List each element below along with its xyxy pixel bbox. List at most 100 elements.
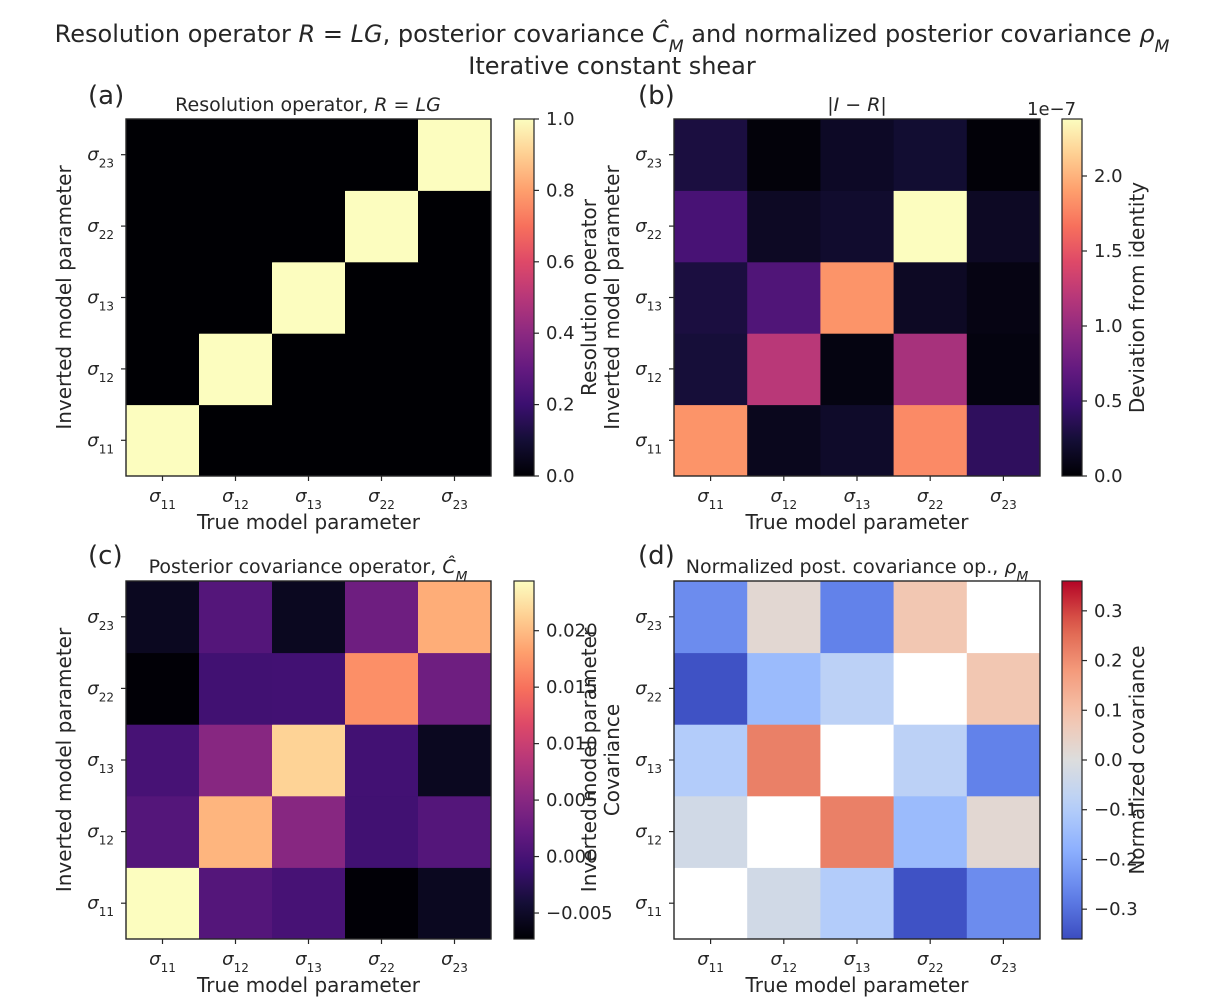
colorbar-tick-label: 1.5 [1094, 241, 1123, 262]
heatmap-cell [126, 795, 200, 868]
figure-subtitle: Iterative constant shear [468, 52, 756, 80]
heatmap-cell [747, 119, 821, 191]
heatmap-cell [966, 652, 1041, 725]
y-tick-label: σ12 [87, 822, 114, 848]
heatmap-cell [126, 652, 200, 725]
y-tick-label: σ22 [635, 678, 662, 704]
y-tick-label: σ22 [635, 216, 662, 242]
heatmap-cell [272, 652, 346, 725]
panel-label: (a) [88, 81, 124, 111]
colorbar-label: Resolution operator [577, 198, 601, 396]
colorbar-label: Normalized covariance [1125, 645, 1149, 874]
heatmap-cell [820, 581, 895, 654]
heatmap-cell [747, 333, 821, 406]
heatmap-cell [199, 190, 273, 263]
heatmap-cell [893, 581, 968, 654]
panel-label: (c) [88, 541, 123, 571]
heatmap-cell [966, 404, 1041, 477]
heatmap-cell [674, 333, 748, 406]
heatmap-cell [893, 724, 968, 797]
colorbar-offset: 1e−7 [1027, 99, 1076, 120]
colorbar-tick-label: 0.005 [546, 790, 598, 811]
heatmap-cell [126, 581, 200, 654]
x-tick-label: σ22 [368, 949, 395, 975]
heatmap-cell [674, 581, 748, 654]
heatmap-cell [272, 724, 346, 797]
heatmap-cell [272, 404, 346, 477]
colorbar-tick-label: 0.8 [546, 180, 575, 201]
x-axis-label: True model parameter [196, 510, 421, 534]
heatmap-cell [126, 333, 200, 406]
heatmap-cell [674, 119, 748, 191]
y-tick-label: σ12 [87, 359, 114, 385]
heatmap-cell [126, 119, 200, 191]
heatmap-cell [966, 333, 1041, 406]
x-tick-label: σ23 [441, 486, 468, 512]
heatmap-cell [820, 333, 895, 406]
heatmap-cell [418, 333, 492, 406]
heatmap-cell [966, 190, 1041, 263]
colorbar-tick-label: 2.0 [1094, 166, 1123, 187]
y-axis-label: Inverted model parameter [52, 165, 76, 430]
y-tick-label: σ22 [87, 216, 114, 242]
colorbar-tick-label: 0.015 [546, 677, 598, 698]
colorbar [513, 580, 535, 940]
x-tick-label: σ22 [917, 486, 944, 512]
colorbar-tick-label: −0.3 [1094, 899, 1138, 920]
heatmap-cell [966, 867, 1041, 940]
heatmap-cell [199, 119, 273, 191]
y-tick-label: σ23 [635, 607, 662, 633]
panel-b: (b) |I − R| σ11 σ12 σ13 σ22 σ23 σ11 σ12 σ13 σ22 σ23… [600, 81, 1149, 534]
heatmap-cell [747, 724, 821, 797]
heatmap-cell [418, 867, 492, 940]
heatmap-cell [966, 119, 1041, 191]
heatmap-cell [747, 404, 821, 477]
x-tick-label: σ22 [368, 486, 395, 512]
heatmap-cell [893, 261, 968, 334]
heatmap-cell [820, 652, 895, 725]
x-tick-label: σ12 [770, 486, 797, 512]
heatmap-cell [966, 724, 1041, 797]
heatmap-cell [674, 867, 748, 940]
heatmap-cell [893, 652, 968, 725]
heatmap-cell [345, 795, 419, 868]
colorbar-tick-label: 0.000 [546, 847, 598, 868]
colorbar-tick-label: 1.0 [1094, 316, 1123, 337]
panel-a: (a) Resolution operator, R = LG σ11 σ12 σ13 σ… [52, 81, 601, 534]
heatmap-cell [126, 190, 200, 263]
y-tick-label: σ22 [87, 678, 114, 704]
heatmap-cell [674, 190, 748, 263]
heatmap-cell [747, 261, 821, 334]
y-tick-label: σ13 [635, 288, 662, 314]
heatmap-cell [893, 333, 968, 406]
heatmap-cell [199, 652, 273, 725]
y-tick-label: σ13 [87, 288, 114, 314]
heatmap-cell [418, 724, 492, 797]
heatmap-cell [820, 867, 895, 940]
heatmap-cell [126, 261, 200, 334]
heatmap-cell [345, 333, 419, 406]
heatmap-cell [747, 867, 821, 940]
heatmap-cell [747, 795, 821, 868]
heatmap-cell [345, 867, 419, 940]
heatmap-cell [199, 724, 273, 797]
y-tick-label: σ13 [87, 750, 114, 776]
heatmap-cell [272, 261, 346, 334]
x-tick-label: σ12 [222, 949, 249, 975]
heatmap-cell [272, 581, 346, 654]
panels: (a) Resolution operator, R = LG σ11 σ12 σ13 σ… [52, 81, 1149, 997]
heatmap-cell [345, 724, 419, 797]
heatmap-cell [966, 261, 1041, 334]
x-tick-label: σ11 [697, 486, 724, 512]
heatmap-cell [418, 404, 492, 477]
heatmap-cell [199, 404, 273, 477]
x-axis-label: True model parameter [744, 510, 969, 534]
x-tick-label: σ13 [295, 486, 322, 512]
colorbar-tick-label: −0.1 [1094, 800, 1138, 821]
heatmap-cell [199, 795, 273, 868]
heatmap-cell [966, 795, 1041, 868]
heatmap-cell [418, 190, 492, 263]
colorbar-label: Inverted model parameter [577, 627, 601, 892]
heatmap-cell [272, 795, 346, 868]
